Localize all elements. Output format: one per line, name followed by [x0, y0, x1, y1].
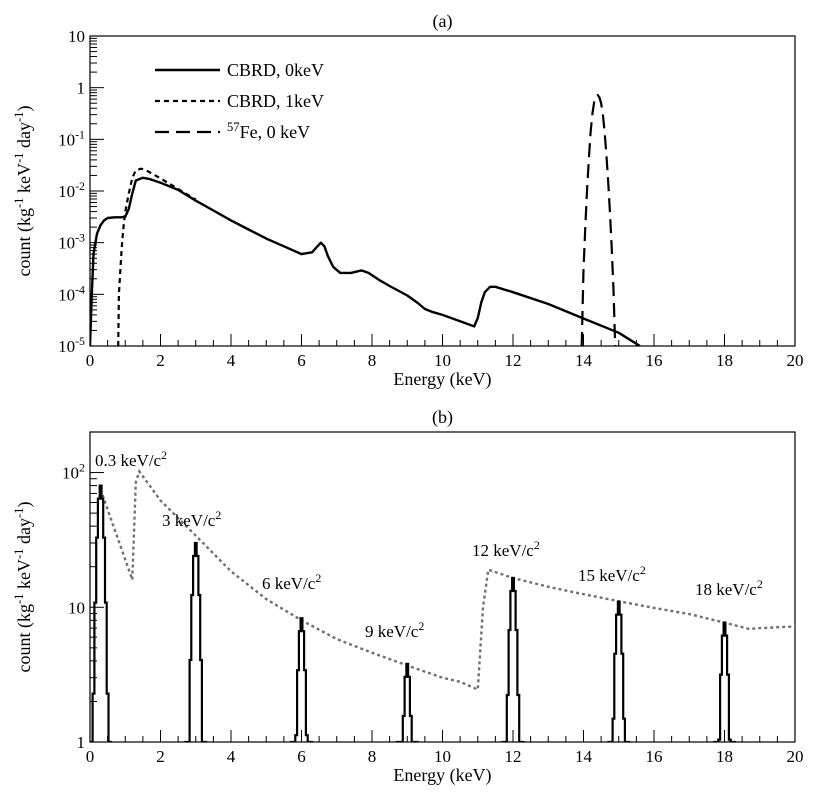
x-axis-b: 0 2 4 6 8 10 12 14 16 18 20: [86, 730, 804, 766]
series-line-cbrd-1kev: [117, 167, 197, 346]
x-axis-a: 0 2 4 6 8 10 12 14 16 18 20: [86, 334, 804, 370]
series-line-57fe-0-kev: [580, 93, 617, 346]
y-axis-b: 1 10 102: [62, 431, 104, 752]
y-tick-label: 10: [68, 27, 85, 46]
y-axis-a: 10-5 10-4 10-3 10-2 10-1 1 10: [58, 27, 104, 356]
x-tick-label: 4: [227, 747, 236, 766]
peak-histogram: [395, 662, 419, 742]
peak-label: 12 keV/c2: [472, 538, 540, 560]
series-line-cbrd-0kev: [90, 176, 641, 346]
legend-label: CBRD, 1keV: [227, 91, 324, 111]
x-tick-label: 20: [787, 351, 804, 370]
peak-histogram: [290, 617, 313, 742]
legend-label: CBRD, 0keV: [227, 60, 324, 80]
y-tick-label: 10: [68, 598, 85, 617]
x-tick-label: 18: [716, 351, 733, 370]
peak-label: 18 keV/c2: [695, 577, 763, 599]
x-tick-label: 16: [646, 747, 663, 766]
x-tick-label: 4: [227, 351, 236, 370]
x-tick-label: 10: [434, 351, 451, 370]
y-axis-label-b: count (kg-1 keV-1 day-1): [12, 502, 35, 673]
legend-a: CBRD, 0keV CBRD, 1keV 57Fe, 0 keV: [155, 60, 324, 142]
x-tick-label: 18: [716, 747, 733, 766]
envelope-line: [99, 468, 795, 692]
x-axis-label-a: Energy (keV): [393, 369, 491, 390]
x-tick-label: 14: [575, 351, 593, 370]
x-tick-label: 8: [368, 747, 377, 766]
x-tick-label: 14: [575, 747, 593, 766]
y-tick-label: 10-5: [58, 334, 85, 356]
x-tick-label: 20: [787, 747, 804, 766]
y-tick-label: 10-3: [58, 231, 85, 253]
peak-label: 0.3 keV/c2: [95, 448, 167, 470]
x-tick-label: 0: [86, 747, 95, 766]
x-tick-label: 6: [297, 351, 306, 370]
panel-title-a: (a): [433, 11, 453, 32]
y-tick-label: 10-2: [58, 179, 85, 201]
x-tick-label: 0: [86, 351, 95, 370]
peak-histogram: [184, 541, 208, 742]
x-tick-label: 8: [368, 351, 377, 370]
panel-a: (a) 0 2 4 6 8 10 12 14 16 18 20 Energy (keV) 10-5 10-4…: [12, 11, 804, 390]
panel-b: (b) 0 2 4 6 8 10 12 14 16 18 20 Energy (keV) 1 10 102 co…: [12, 407, 804, 786]
plot-frame-b: [89, 431, 796, 743]
peak-histogram: [90, 484, 112, 742]
peak-label: 9 keV/c2: [365, 619, 424, 641]
peak-label: 3 keV/c2: [162, 508, 221, 530]
y-tick-label: 1: [77, 79, 86, 98]
x-tick-label: 10: [434, 747, 451, 766]
peak-label: 6 keV/c2: [262, 571, 321, 593]
y-tick-label: 10-4: [58, 282, 85, 304]
peak-histogram: [501, 576, 525, 742]
y-tick-label: 1: [77, 733, 86, 752]
peak-histogram: [713, 621, 736, 742]
x-tick-label: 6: [297, 747, 306, 766]
x-tick-label: 12: [505, 747, 522, 766]
peak-histogram: [607, 600, 631, 742]
x-tick-label: 2: [156, 351, 165, 370]
y-tick-label: 102: [62, 461, 85, 483]
y-tick-label: 10-1: [58, 127, 85, 149]
x-axis-label-b: Energy (keV): [393, 765, 491, 786]
panel-title-b: (b): [432, 407, 453, 428]
legend-label: 57Fe, 0 keV: [227, 120, 310, 142]
peak-label: 15 keV/c2: [578, 563, 646, 585]
x-tick-label: 16: [646, 351, 663, 370]
x-tick-label: 2: [156, 747, 165, 766]
x-tick-label: 12: [505, 351, 522, 370]
y-axis-label-a: count (kg-1 keV-1 day-1): [12, 106, 35, 277]
plot-frame-a: [89, 35, 796, 347]
